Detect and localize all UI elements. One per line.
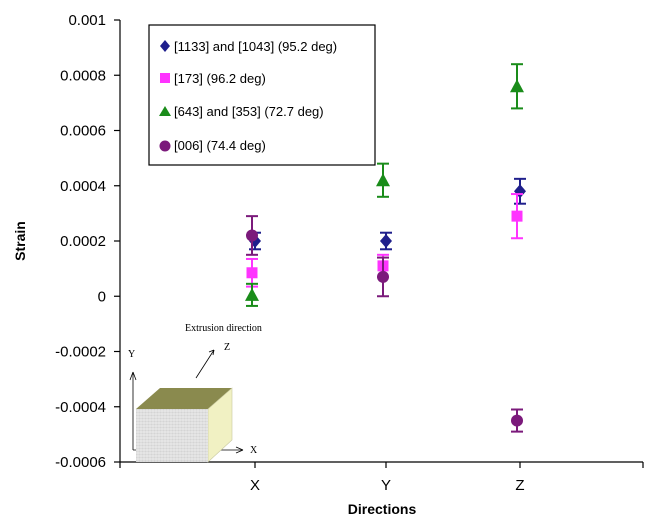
inset-axis-x: X [250,445,258,456]
inset-z-arrow [195,349,215,379]
y-tick-label: -0.0002 [55,344,106,361]
legend-triangle-icon [159,106,171,116]
inset-y-arrowhead-icon [129,371,137,381]
inset-box-top [136,388,232,409]
data-point-circle [377,270,389,283]
legend-label-1: [1133] and [1043] (95.2 deg) [174,39,337,54]
data-point-triangle [245,287,259,301]
x-tick-label: X [250,477,260,494]
y-axis-title: Strain [12,221,28,261]
data-point-square [246,267,258,279]
y-tick-label: 0.0004 [60,178,106,195]
inset-z-arrowhead-icon [208,349,215,356]
legend-circle-icon [159,140,171,152]
x-tick-label: Y [381,477,391,494]
axis-ticks [114,19,644,468]
y-tick-label: 0.001 [68,12,106,29]
data-point-circle [246,229,258,242]
extrusion-inset: Extrusion direction Z Y X [128,323,262,463]
data-point-circle [511,414,523,427]
data-point-triangle [510,79,524,93]
legend-square-icon [160,73,170,83]
data-point-triangle [376,173,390,187]
inset-x-arrowhead-icon [235,446,244,454]
y-tick-label: 0.0008 [60,67,106,84]
legend: [1133] and [1043] (95.2 deg) [173] (96.2… [148,24,376,166]
data-point-square [511,210,523,222]
data-point-diamond [514,184,526,199]
data-point-diamond [380,234,392,248]
inset-extrusion-label: Extrusion direction [185,323,262,334]
y-tick-labels: 0.001 0.0008 0.0006 0.0004 0.0002 0 -0.0002 -0.… [55,12,106,471]
x-tick-label: Z [515,477,524,494]
inset-box-hatch [136,409,208,462]
inset-axis-z: Z [224,342,230,353]
y-tick-label: -0.0006 [55,454,106,471]
legend-diamond-icon [160,40,170,52]
legend-label-2: [173] (96.2 deg) [174,71,266,86]
legend-box [148,24,376,166]
y-tick-label: 0.0002 [60,233,106,250]
legend-label-3: [643] and [353] (72.7 deg) [174,104,324,119]
data-points [245,63,526,433]
x-axis-title: Directions [348,501,417,517]
y-tick-label: -0.0004 [55,399,106,416]
y-tick-label: 0 [98,288,106,305]
inset-axis-y: Y [128,349,135,360]
y-tick-label: 0.0006 [60,123,106,140]
legend-label-4: [006] (74.4 deg) [174,138,266,153]
x-tick-labels: X Y Z [250,477,525,494]
